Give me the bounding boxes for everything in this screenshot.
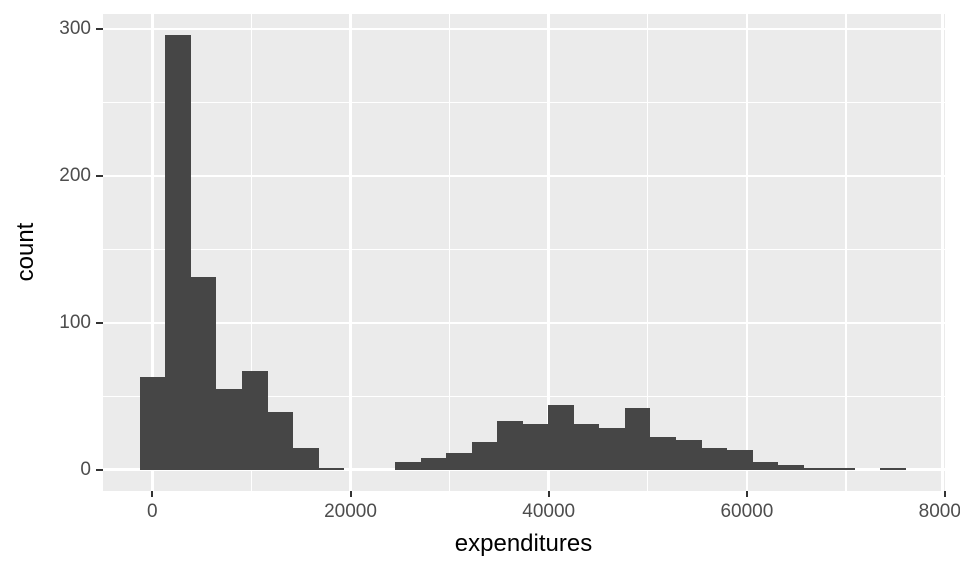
x-tick-mark: [944, 491, 947, 497]
histogram-bar: [675, 440, 702, 470]
x-major-gridline: [745, 14, 749, 491]
x-tick-label: 60000: [720, 501, 774, 522]
histogram-bar: [829, 468, 855, 470]
y-tick-label: 300: [59, 18, 91, 40]
y-major-gridline: [103, 27, 945, 31]
histogram-bar: [471, 441, 498, 470]
histogram-bar: [880, 468, 906, 470]
histogram-bar: [701, 447, 728, 470]
histogram-bar: [778, 465, 804, 470]
y-major-gridline: [103, 468, 945, 471]
y-minor-gridline: [103, 248, 945, 250]
x-major-gridline: [349, 14, 352, 491]
y-tick-mark: [96, 468, 103, 471]
histogram-bar: [548, 404, 574, 470]
x-tick-label: 0: [147, 501, 158, 522]
y-tick-mark: [96, 174, 103, 177]
histogram-bar: [497, 421, 523, 470]
x-tick-mark: [547, 491, 550, 497]
x-axis-title: expenditures: [454, 530, 593, 557]
x-minor-gridline: [448, 14, 451, 491]
y-axis-title: count: [12, 222, 39, 282]
y-minor-gridline: [103, 395, 945, 397]
y-tick-mark: [96, 321, 103, 324]
histogram-bar: [190, 277, 217, 470]
x-major-gridline: [941, 14, 944, 491]
histogram-bar: [165, 34, 191, 470]
histogram-bar: [522, 424, 549, 470]
x-tick-mark: [349, 491, 352, 497]
x-tick-mark: [745, 491, 748, 497]
y-tick-mark: [96, 28, 103, 31]
y-tick-label: 200: [59, 164, 91, 186]
y-major-gridline: [103, 174, 945, 178]
histogram-bar: [599, 428, 625, 470]
histogram-bar: [650, 437, 676, 470]
histogram-bar: [752, 462, 779, 470]
histogram-bar: [293, 447, 319, 470]
histogram-bar: [573, 424, 600, 470]
histogram-bar: [446, 453, 472, 470]
x-tick-label: 20000: [324, 501, 377, 522]
x-major-gridline: [151, 14, 154, 491]
x-minor-gridline: [845, 14, 847, 491]
y-tick-label: 100: [59, 311, 91, 333]
histogram-bar: [624, 407, 651, 470]
x-major-gridline: [547, 14, 550, 491]
histogram-bar: [803, 468, 830, 470]
x-minor-gridline: [250, 14, 253, 491]
x-minor-gridline: [647, 14, 649, 491]
histogram-bar: [727, 450, 753, 470]
histogram-bar: [216, 388, 242, 470]
histogram-bar: [420, 457, 447, 470]
histogram-bar: [139, 377, 166, 470]
y-minor-gridline: [103, 101, 945, 104]
histogram-bar: [267, 412, 294, 470]
histogram-bar: [395, 462, 421, 470]
y-major-gridline: [103, 321, 945, 324]
x-tick-mark: [151, 491, 154, 497]
y-tick-label: 0: [80, 458, 91, 480]
x-tick-label: 40000: [522, 501, 576, 522]
histogram-bar: [318, 468, 345, 470]
histogram-bar: [242, 371, 268, 470]
